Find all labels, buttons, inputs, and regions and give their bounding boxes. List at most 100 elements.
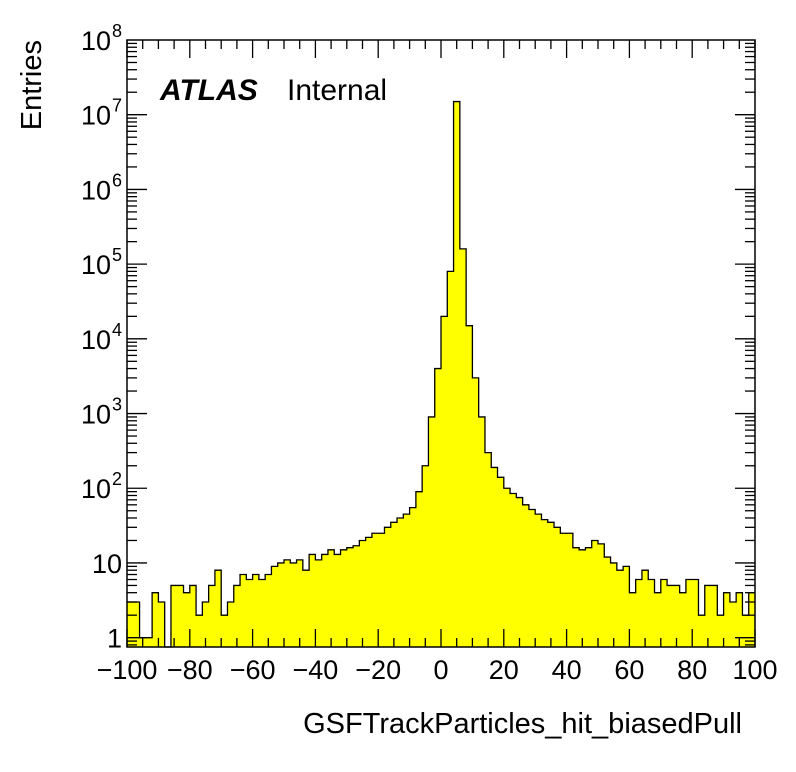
- histogram-bin: [133, 602, 140, 647]
- histogram-bin: [202, 602, 210, 647]
- histogram-bin: [459, 248, 467, 647]
- histogram-bin: [717, 615, 724, 647]
- histogram-bin: [252, 574, 260, 647]
- histogram-bin: [265, 574, 272, 647]
- histogram-bin: [535, 514, 542, 647]
- y-tick-exponent: 6: [112, 170, 122, 190]
- histogram-bin: [170, 585, 178, 647]
- histogram-bin: [447, 271, 454, 647]
- x-tick-label: 60: [614, 655, 644, 685]
- histogram-bin: [748, 592, 756, 647]
- histogram-bin: [422, 465, 429, 647]
- histogram-bin: [340, 549, 348, 647]
- histogram-bin: [208, 585, 216, 647]
- histogram-bin: [353, 545, 360, 647]
- histogram-bin: [233, 585, 241, 647]
- histogram-bin: [415, 491, 423, 647]
- histogram-bin: [516, 497, 524, 647]
- histogram-bin: [679, 592, 687, 647]
- histogram-bin: [441, 316, 448, 647]
- histogram-bin: [334, 554, 341, 647]
- y-tick-base: 1: [107, 624, 122, 654]
- y-axis-title: Entries: [16, 40, 48, 130]
- histogram-bin: [742, 615, 750, 647]
- histogram-bin: [378, 533, 385, 647]
- histogram-bin: [598, 543, 605, 647]
- histogram-bin: [214, 570, 222, 647]
- histogram-bin: [453, 101, 461, 648]
- histogram-bin: [240, 574, 247, 647]
- y-tick-label: 10: [92, 549, 122, 579]
- y-tick-label: 410: [81, 320, 122, 355]
- y-tick-exponent: 8: [112, 21, 122, 41]
- histogram-bin: [698, 615, 706, 647]
- y-tick-label: 510: [81, 245, 122, 280]
- histogram-bin: [635, 579, 643, 647]
- y-axis-ticks: [127, 42, 755, 646]
- histogram-bin: [221, 615, 228, 647]
- histogram-bin: [604, 557, 611, 647]
- histogram-bin: [258, 579, 266, 647]
- histogram-bin: [409, 507, 417, 647]
- histogram-bin: [648, 579, 655, 647]
- y-tick-label: 1: [107, 624, 122, 654]
- histogram-bin: [384, 527, 392, 647]
- histogram-bin: [390, 522, 398, 647]
- histogram-bin: [365, 537, 373, 647]
- y-tick-label: 210: [81, 469, 122, 504]
- y-tick-label: 610: [81, 170, 122, 205]
- x-tick-label: 100: [732, 655, 777, 685]
- y-tick-label: 310: [81, 395, 122, 430]
- histogram-bin: [729, 602, 737, 647]
- histogram-bin: [152, 592, 159, 647]
- histogram-bin: [472, 377, 480, 647]
- x-tick-label: −100: [97, 655, 158, 685]
- histogram-bin: [309, 554, 316, 647]
- histogram-bin: [736, 592, 743, 647]
- histogram-bin: [554, 527, 561, 647]
- histogram-bin: [227, 602, 235, 647]
- x-tick-label: −40: [292, 655, 338, 685]
- histogram-bin: [290, 562, 297, 647]
- histogram-bin: [654, 592, 662, 647]
- histogram-bin: [660, 579, 668, 647]
- histogram-bin: [704, 585, 712, 647]
- histogram-bin: [497, 477, 505, 647]
- y-tick-exponent: 5: [112, 245, 122, 265]
- histogram-bin: [346, 547, 354, 647]
- atlas-label: ATLAS: [159, 74, 258, 107]
- x-tick-label: 0: [433, 655, 448, 685]
- y-tick-exponent: 2: [112, 469, 122, 489]
- y-tick-label: 710: [81, 96, 122, 131]
- y-tick-base: 10: [81, 325, 111, 355]
- histogram-bin: [541, 519, 549, 647]
- x-axis-title: GSFTrackParticles_hit_biasedPull: [303, 708, 742, 740]
- histogram-bin: [321, 554, 329, 647]
- y-tick-base: 10: [81, 101, 111, 131]
- histogram-outline: [127, 100, 755, 648]
- histogram-bin: [560, 533, 567, 647]
- histogram-bars: [127, 101, 756, 648]
- histogram-bin: [484, 452, 492, 647]
- y-tick-label: 810: [81, 21, 122, 56]
- histogram-bin: [572, 547, 580, 647]
- histogram-bin: [397, 517, 404, 647]
- histogram-bin: [478, 416, 486, 647]
- histogram-bin: [623, 566, 630, 647]
- x-tick-label: −20: [355, 655, 401, 685]
- histogram-bin: [503, 488, 511, 647]
- x-tick-label: 20: [489, 655, 519, 685]
- histogram-bin: [641, 570, 649, 647]
- histogram-bin: [466, 325, 473, 647]
- histogram-bin: [371, 533, 379, 647]
- x-axis-tick-labels: −100 −80 −60 −40 −20 0 20 40 60 80 100: [97, 655, 778, 685]
- histogram-bin: [629, 592, 637, 647]
- histogram-bin: [315, 559, 323, 647]
- y-tick-base: 10: [81, 250, 111, 280]
- histogram-bin: [528, 509, 536, 647]
- histogram-bin: [327, 549, 335, 647]
- x-tick-label: 80: [677, 655, 707, 685]
- y-tick-exponent: 4: [112, 320, 122, 340]
- histogram-bin: [183, 592, 191, 647]
